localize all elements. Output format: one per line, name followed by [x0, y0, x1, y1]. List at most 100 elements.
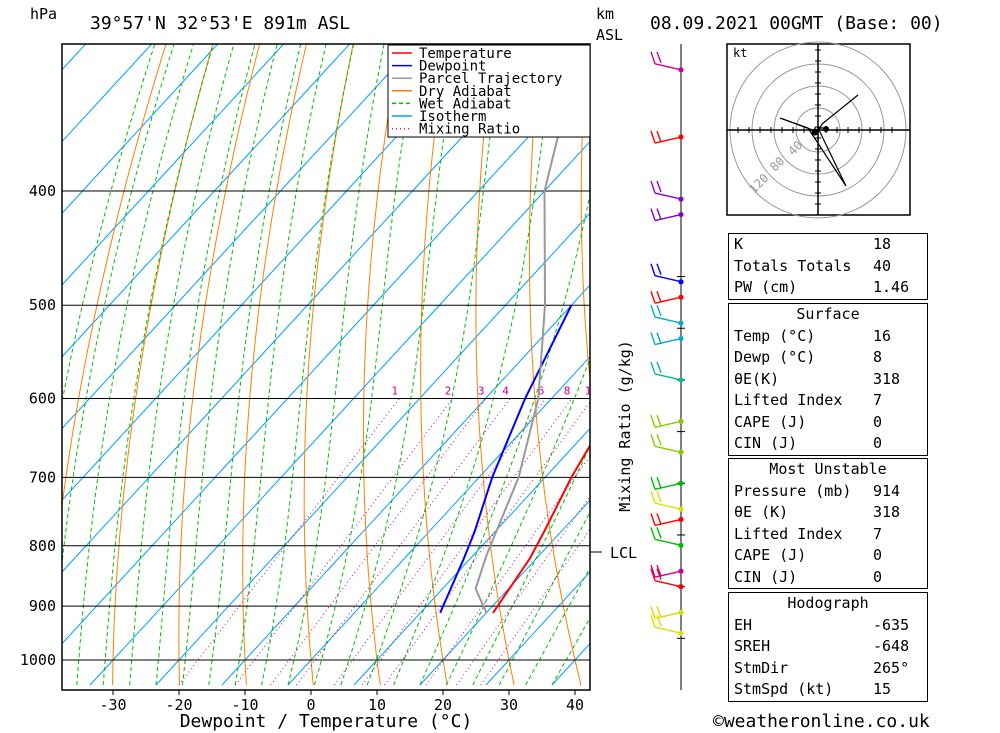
y-tick-label: 1000 — [20, 651, 56, 669]
profile-parcel-trajectory — [474, 44, 582, 614]
isotherm-line — [62, 44, 549, 573]
dry-adiabat-line — [178, 44, 261, 686]
mixing-ratio-label: 6 — [538, 385, 545, 398]
wind-barb-flag — [650, 564, 656, 578]
dry-adiabat-line — [580, 44, 590, 385]
wind-barb-flag — [656, 130, 662, 143]
wind-barb-flag — [650, 490, 656, 504]
wind-barb-flag — [650, 477, 656, 490]
y-tick-label: 800 — [29, 537, 56, 555]
wind-barb — [654, 275, 682, 283]
wind-barb — [654, 502, 682, 510]
wind-barb — [654, 482, 682, 490]
wind-barb-flag — [656, 332, 662, 344]
wind-barb-flag — [656, 415, 662, 427]
hodograph-table: Hodograph EH -635 SREH -648 StmDir 265° Stm… — [728, 592, 928, 702]
wet-adiabat-line — [62, 44, 156, 405]
datetime-title: 08.09.2021 00GMT (Base: 00) — [650, 13, 943, 34]
wind-barb-flag — [650, 263, 656, 276]
wind-barb-flag — [650, 51, 656, 65]
wind-barb-flag — [650, 361, 656, 375]
most-unstable-title: Most Unstable — [769, 460, 887, 478]
most-unstable-row: Lifted Index 7 — [734, 524, 883, 543]
surface-title: Surface — [796, 305, 860, 323]
mixing-ratio-line — [383, 401, 590, 686]
y-tick-label: 600 — [29, 390, 56, 408]
index-row: K 18 — [734, 235, 892, 253]
wet-adiabat-line — [340, 44, 458, 686]
surface-row: θE(K) 318 — [734, 369, 901, 388]
index-row: Totals Totals 40 — [734, 256, 892, 275]
isotherm-line — [62, 69, 590, 645]
hodograph-table-title: Hodograph — [787, 594, 869, 612]
wind-barb — [654, 518, 682, 527]
mixing-ratio-label: 20 — [652, 385, 665, 398]
legend-label: Dry Adiabat — [419, 84, 512, 100]
wind-barb — [654, 213, 682, 222]
x-tick-label: 40 — [566, 696, 584, 714]
legend-label: Parcel Trajectory — [419, 71, 562, 87]
isotherm-line — [62, 44, 285, 286]
wind-barb-flag — [656, 477, 662, 489]
wind-barb-flag — [656, 527, 662, 539]
wind-barb-flag — [650, 304, 656, 318]
wet-adiabat-line — [129, 44, 235, 686]
wind-barb-flag — [650, 415, 656, 428]
x-tick-label: 30 — [500, 696, 518, 714]
dry-adiabat-line — [362, 44, 401, 686]
hodograph-row: SREH -648 — [734, 637, 910, 655]
wind-barb-flag — [656, 513, 662, 525]
wet-adiabat-line — [393, 44, 556, 686]
wind-barb — [654, 192, 682, 200]
wind-barb-flag — [656, 564, 662, 577]
mixing-ratio-line — [480, 528, 590, 686]
y-tick-label: 900 — [29, 597, 56, 615]
wind-barb-flag — [656, 490, 662, 503]
wind-barb — [654, 337, 682, 346]
legend-label: Isotherm — [419, 109, 486, 125]
wet-adiabat-line — [419, 191, 590, 686]
indices-table: K 18 Totals Totals 40 PW (cm) 1.46 — [728, 233, 928, 300]
x-axis-label: Dewpoint / Temperature (°C) — [180, 711, 473, 732]
legend-label: Wet Adiabat — [419, 96, 512, 112]
wind-level-dot — [678, 134, 684, 140]
wind-barb — [654, 626, 682, 634]
wind-barb-flag — [650, 208, 656, 221]
mixing-ratio-line — [361, 398, 573, 686]
wind-barb-flag — [650, 180, 656, 194]
wet-adiabat-line — [76, 44, 195, 686]
wind-barb — [654, 445, 682, 453]
legend-label: Temperature — [419, 46, 512, 62]
wet-adiabat-line — [366, 44, 503, 686]
wind-barb-flag — [656, 304, 662, 317]
wind-barb — [654, 538, 682, 546]
x-tick-label: 10 — [368, 696, 386, 714]
wet-adiabat-line — [102, 44, 214, 686]
isotherm-line — [89, 140, 590, 686]
most-unstable-row: θE (K) 318 — [734, 503, 901, 521]
wet-adiabat-line — [181, 44, 278, 686]
dry-adiabat-line — [62, 44, 167, 510]
legend-label: Dewpoint — [419, 59, 486, 75]
y-tick-label: 500 — [29, 296, 56, 314]
asl-label: ASL — [596, 26, 623, 44]
wind-barb — [654, 373, 682, 381]
surface-row: Lifted Index 7 — [734, 391, 883, 409]
isotherm-line — [419, 499, 590, 686]
hodograph-trace — [779, 94, 859, 187]
wet-adiabat-line — [208, 44, 302, 686]
wet-adiabat-line — [498, 510, 590, 686]
surface-row: Temp (°C) 16 — [734, 326, 892, 345]
mixing-ratio-line — [296, 398, 511, 686]
surface-table: Surface Temp (°C) 16 Dewp (°C) 8 θE(K) 318 … — [728, 303, 928, 456]
lcl-label: LCL — [610, 544, 637, 562]
wind-barb-flag — [656, 263, 662, 275]
dry-adiabat-line — [475, 44, 515, 686]
wet-adiabat-line — [62, 44, 175, 568]
hodograph-row: StmSpd (kt) 15 — [734, 680, 892, 698]
wind-barb-flag — [656, 361, 662, 374]
surface-row: CIN (J) 0 — [734, 434, 883, 452]
wet-adiabat-line — [313, 44, 419, 686]
wind-barb-flag — [650, 513, 656, 526]
mixing-ratio-label: 2 — [445, 385, 452, 398]
